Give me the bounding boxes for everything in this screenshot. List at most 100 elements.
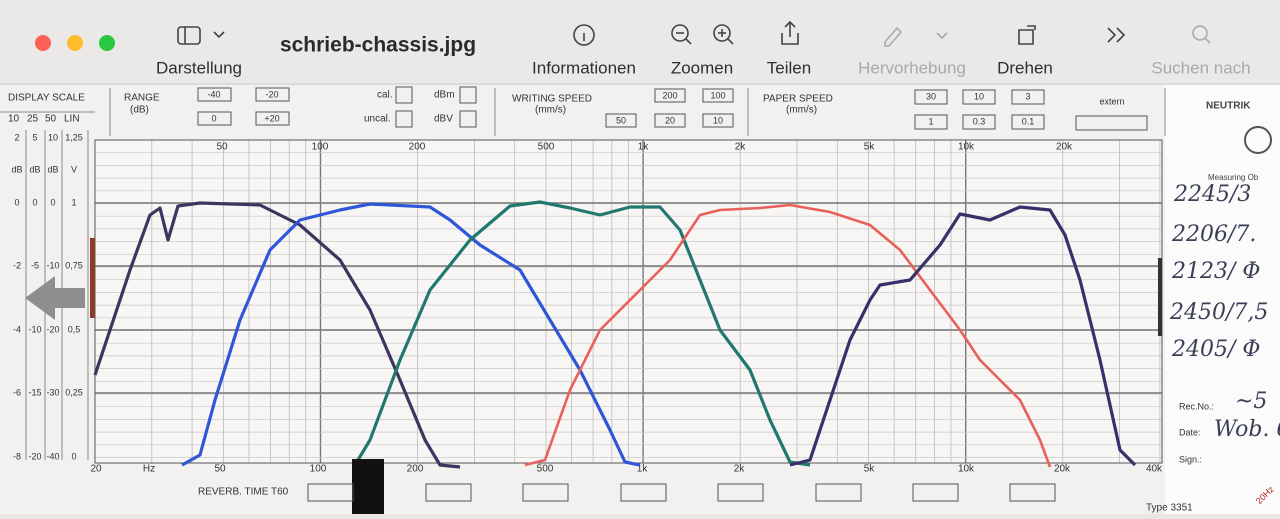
label: +20 (264, 113, 279, 123)
marker (90, 238, 95, 318)
scale-label: 2 (14, 132, 19, 142)
scale-label: 5 (32, 132, 37, 142)
pen-holder (352, 459, 384, 514)
scale-label: -5 (31, 260, 39, 270)
label: Measuring Ob (1208, 173, 1259, 182)
freq-label: 20k (1054, 464, 1071, 475)
freq-label: 2k (735, 142, 747, 153)
freq-label: 1k (637, 464, 649, 475)
freq-label: 10k (958, 142, 975, 153)
minimize-button[interactable] (67, 35, 83, 51)
label: WRITING SPEED (512, 94, 592, 105)
scale-label: 0 (14, 197, 19, 207)
scale-label: -40 (46, 451, 59, 461)
freq-label: 500 (538, 142, 555, 153)
scale-label: -10 (28, 324, 41, 334)
label: 3 (1025, 91, 1030, 101)
toolbar-label[interactable]: Drehen (997, 58, 1053, 77)
arrow (25, 276, 85, 320)
label: DISPLAY SCALE (8, 93, 85, 104)
label: 10 (713, 115, 723, 125)
freq-label: 10k (958, 464, 975, 475)
label: cal. (377, 90, 393, 101)
scale-label: 0 (32, 197, 37, 207)
label: 200 (662, 90, 677, 100)
label: 20 (665, 115, 675, 125)
scale-label: dB (29, 164, 40, 174)
window-title: schrieb-chassis.jpg (280, 34, 476, 57)
label: Rec.No.: (1179, 401, 1214, 411)
toolbar-label[interactable]: Suchen nach (1151, 58, 1250, 77)
close-button[interactable] (35, 35, 51, 51)
label: 50 (45, 114, 57, 125)
freq-label: 200 (407, 464, 424, 475)
zoom-button[interactable] (99, 35, 115, 51)
label: 50 (616, 115, 626, 125)
brand: NEUTRIK (1206, 101, 1251, 112)
label: REVERB. TIME T60 (198, 487, 289, 498)
label: 100 (710, 90, 725, 100)
label: 0 (211, 113, 216, 123)
label: 0.1 (1022, 116, 1035, 126)
label: -20 (265, 89, 278, 99)
freq-label: 50 (216, 142, 228, 153)
scale-label: -2 (13, 260, 21, 270)
toolbar-label[interactable]: Darstellung (156, 58, 242, 77)
label: (mm/s) (535, 105, 566, 116)
scale-label: V (71, 164, 77, 174)
handwritten: ~5 (1235, 389, 1267, 414)
card (1165, 85, 1280, 514)
toolbar-label[interactable]: Teilen (767, 58, 811, 77)
freq-label: 40k (1146, 464, 1163, 475)
toolbar-label[interactable]: Zoomen (671, 58, 733, 77)
label: 10 (974, 91, 984, 101)
toolbar-bg (0, 0, 1280, 84)
scale-label: -15 (28, 387, 41, 397)
scale-label: dB (47, 164, 58, 174)
label: RANGE (124, 93, 160, 104)
label: PAPER SPEED (763, 94, 833, 105)
label: Type 3351 (1146, 503, 1193, 514)
response-curves (93, 200, 1137, 469)
toolbar-icons (177, 20, 1211, 47)
toolbar-label[interactable]: Informationen (532, 58, 636, 77)
handwritten: 2123/ Φ (1171, 259, 1260, 284)
freq-label: 50 (214, 464, 226, 475)
freq-label: 100 (312, 142, 329, 153)
scale-label: 0 (71, 451, 76, 461)
scale-label: 0 (50, 197, 55, 207)
freq-label: 2k (734, 464, 746, 475)
scale-label: 0,25 (65, 387, 83, 397)
scale-label: -20 (46, 324, 59, 334)
scale-label: -6 (13, 387, 21, 397)
freq-label: 20k (1056, 142, 1073, 153)
freq-label: Hz (143, 464, 155, 475)
label: 25 (27, 114, 39, 125)
reverb-boxes (307, 483, 1056, 502)
freq-label: 5k (864, 464, 876, 475)
brand-logo (1244, 126, 1272, 154)
scale-label: 10 (48, 132, 58, 142)
scale-label: -10 (46, 260, 59, 270)
label: 1 (928, 116, 933, 126)
scale-label: 1,25 (65, 132, 83, 142)
scale-label: 1 (71, 197, 76, 207)
freq-label: 20 (90, 464, 102, 475)
freq-label: 500 (537, 464, 554, 475)
freq-label: 1k (638, 142, 650, 153)
scale-label: -4 (13, 324, 21, 334)
scale-label: 0,75 (65, 260, 83, 270)
freq-label: 5k (864, 142, 876, 153)
handwritten: Wob. 6 (1214, 417, 1280, 442)
label: uncal. (364, 114, 391, 125)
freq-label: 200 (409, 142, 426, 153)
label: 30 (926, 91, 936, 101)
freq-label: 100 (310, 464, 327, 475)
label: -40 (207, 89, 220, 99)
label: 10 (8, 114, 20, 125)
toolbar-label[interactable]: Hervorhebung (858, 58, 966, 77)
marker (1158, 258, 1162, 336)
scale-label: -30 (46, 387, 59, 397)
label: dBm (434, 90, 455, 101)
label: dBV (434, 114, 453, 125)
